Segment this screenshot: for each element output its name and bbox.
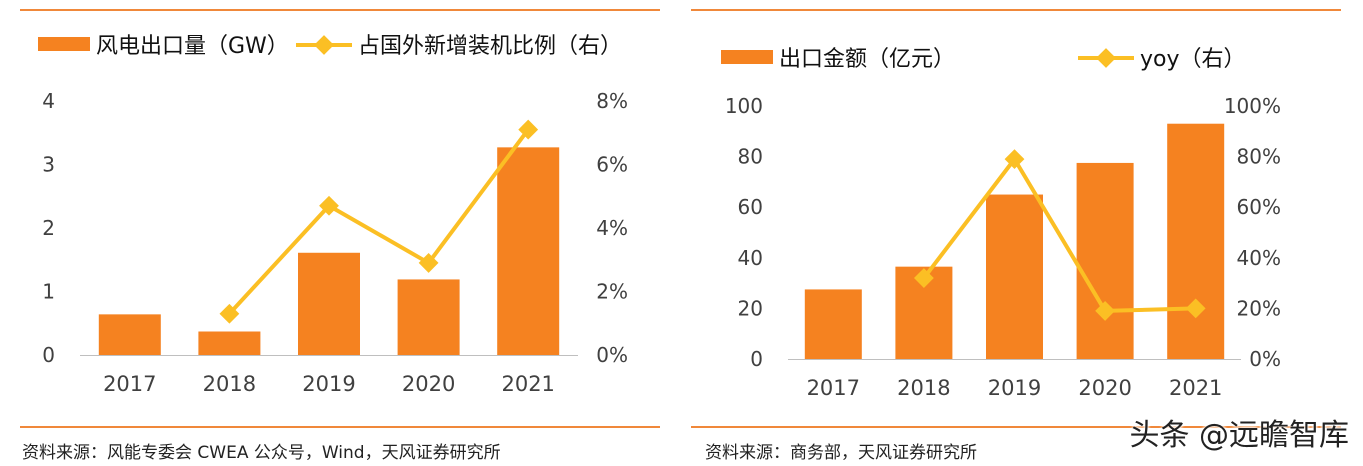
left-axis-tick: 2 (42, 216, 55, 240)
left-chart: 风电出口量（GW） 占国外新增装机比例（右） 0 1 2 3 4 0% 2% 4% 6% 8% 2017… (38, 34, 628, 396)
line-point (219, 303, 240, 324)
legend-bar-swatch (721, 50, 773, 64)
series-line (227, 128, 530, 316)
bar (1076, 162, 1134, 359)
left-axis-tick: 60 (738, 195, 763, 219)
right-axis-tick: 6% (596, 153, 628, 177)
left-axis-tick: 1 (42, 280, 55, 304)
category-label: 2017 (807, 376, 860, 400)
category-label: 2017 (103, 372, 156, 396)
bar (804, 289, 862, 359)
left-axis-tick: 40 (738, 246, 763, 270)
line-point (914, 268, 934, 288)
left-axis-tick: 100 (725, 94, 763, 118)
category-label: 2018 (897, 376, 950, 400)
left-chart-panel: 风电出口量（GW） 占国外新增装机比例（右） 0 1 2 3 4 0% 2% 4% 6% 8% 2017… (0, 0, 680, 466)
category-label: 2019 (302, 372, 355, 396)
bar (298, 252, 360, 355)
right-top-rule (691, 9, 1341, 11)
left-axis-tick: 3 (42, 153, 55, 177)
legend-line-label: yoy（右） (1140, 47, 1246, 72)
right-axis-tick: 2% (596, 280, 628, 304)
left-axis-tick: 20 (738, 296, 763, 320)
line-point (319, 195, 339, 216)
left-axis-tick: 0 (750, 347, 763, 371)
right-axis-tick: 8% (596, 89, 628, 113)
bar (497, 147, 560, 355)
line-point (418, 253, 439, 273)
category-label: 2021 (501, 372, 554, 396)
watermark: 头条 @远瞻智库 (1129, 418, 1349, 453)
category-label: 2021 (1169, 376, 1222, 400)
right-source-note: 资料来源：商务部，天风证券研究所 (705, 443, 977, 463)
left-bottom-rule (20, 426, 660, 428)
category-label: 2020 (402, 372, 455, 396)
right-axis-tick: 60% (1237, 195, 1281, 219)
left-axis-tick: 0 (42, 343, 55, 367)
legend-bar-label: 风电出口量（GW） (96, 34, 289, 59)
legend-line-marker (314, 35, 334, 55)
bar (986, 194, 1043, 359)
right-axis-tick: 20% (1237, 296, 1281, 320)
legend-bar-swatch (38, 37, 90, 51)
left-axis-tick: 80 (738, 145, 763, 169)
right-axis-tick: 4% (596, 216, 628, 240)
right-bottom-rule (691, 426, 1341, 428)
right-chart: 出口金额（亿元） yoy（右） 0 20 40 60 80 100 0% 20% 40% 60% 80%… (721, 47, 1281, 400)
legend-line-marker (1096, 48, 1116, 68)
left-source-note: 资料来源：风能专委会 CWEA 公众号，Wind，天风证券研究所 (22, 443, 501, 463)
right-axis-tick: 40% (1237, 246, 1281, 270)
right-axis-tick: 0% (1249, 347, 1281, 371)
legend-bar-label: 出口金额（亿元） (779, 47, 955, 72)
right-chart-panel: 出口金额（亿元） yoy（右） 0 20 40 60 80 100 0% 20% 40% 60% 80%… (683, 0, 1363, 466)
left-top-rule (20, 9, 660, 11)
right-axis-tick: 100% (1224, 94, 1281, 118)
category-label: 2018 (203, 372, 256, 396)
series-line (922, 157, 1196, 313)
category-label: 2020 (1078, 376, 1131, 400)
legend-line-label: 占国外新增装机比例（右） (358, 34, 622, 59)
line-point (1185, 298, 1206, 319)
bar (397, 279, 460, 355)
right-axis-tick: 0% (596, 343, 628, 367)
bar (98, 314, 161, 355)
right-axis-tick: 80% (1237, 145, 1281, 169)
left-axis-tick: 4 (42, 89, 55, 113)
bar (1167, 123, 1225, 360)
category-label: 2019 (988, 376, 1041, 400)
bar (198, 331, 261, 355)
